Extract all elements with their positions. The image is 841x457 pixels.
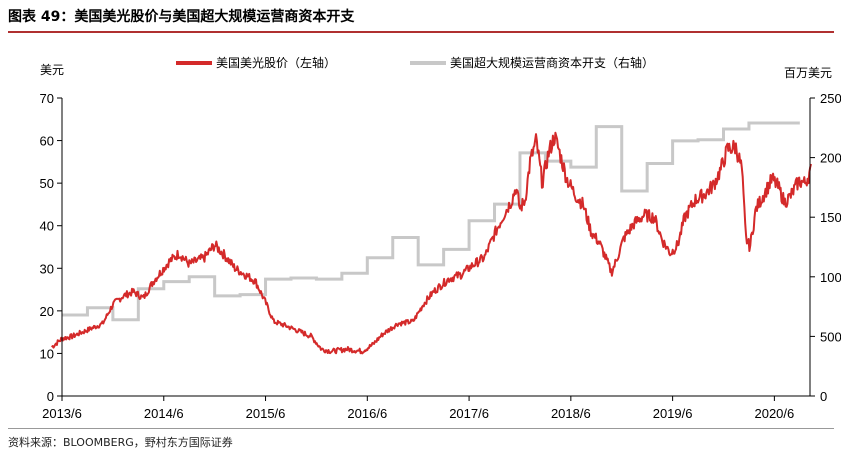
legend: 美国美光股价（左轴） 美国超大规模运营商资本开支（右轴） — [176, 55, 654, 70]
left-axis-unit: 美元 — [40, 63, 64, 77]
left-tick-label: 70 — [40, 91, 54, 106]
x-tick-label: 2013/6 — [42, 406, 82, 421]
x-tick-label: 2016/6 — [347, 406, 387, 421]
x-tick-label: 2020/6 — [754, 406, 794, 421]
left-tick-label: 0 — [47, 389, 54, 404]
right-tick-label: 500 — [820, 329, 841, 344]
x-tick-label: 2014/6 — [144, 406, 184, 421]
right-tick-label: 2500 — [820, 91, 841, 106]
right-axis-unit: 百万美元 — [784, 66, 832, 80]
left-tick-label: 20 — [40, 304, 54, 319]
x-tick-label: 2019/6 — [653, 406, 693, 421]
legend-label-stock: 美国美光股价（左轴） — [216, 55, 336, 70]
bottom-rule — [8, 428, 834, 429]
axes: 0 10 20 30 40 50 60 70 0 500 1000 1500 2000 2500 2013/… — [40, 91, 841, 421]
right-tick-label: 1500 — [820, 210, 841, 225]
left-tick-label: 40 — [40, 219, 54, 234]
title-rule — [8, 31, 834, 33]
right-tick-label: 0 — [820, 389, 827, 404]
left-tick-label: 10 — [40, 346, 54, 361]
x-tick-label: 2017/6 — [449, 406, 489, 421]
right-tick-label: 1000 — [820, 270, 841, 285]
legend-label-capex: 美国超大规模运营商资本开支（右轴） — [450, 55, 654, 70]
left-tick-label: 60 — [40, 134, 54, 149]
plot-series — [51, 121, 812, 355]
left-tick-label: 50 — [40, 176, 54, 191]
left-tick-label: 30 — [40, 261, 54, 276]
stock-series-line — [51, 131, 812, 355]
capex-series-line — [62, 121, 800, 322]
x-tick-label: 2015/6 — [246, 406, 286, 421]
right-tick-label: 2000 — [820, 151, 841, 166]
x-tick-label: 2018/6 — [551, 406, 591, 421]
figure-source: 资料来源：BLOOMBERG，野村东方国际证券 — [8, 436, 233, 449]
figure-title: 图表 49：美国美光股价与美国超大规模运营商资本开支 — [8, 9, 355, 25]
